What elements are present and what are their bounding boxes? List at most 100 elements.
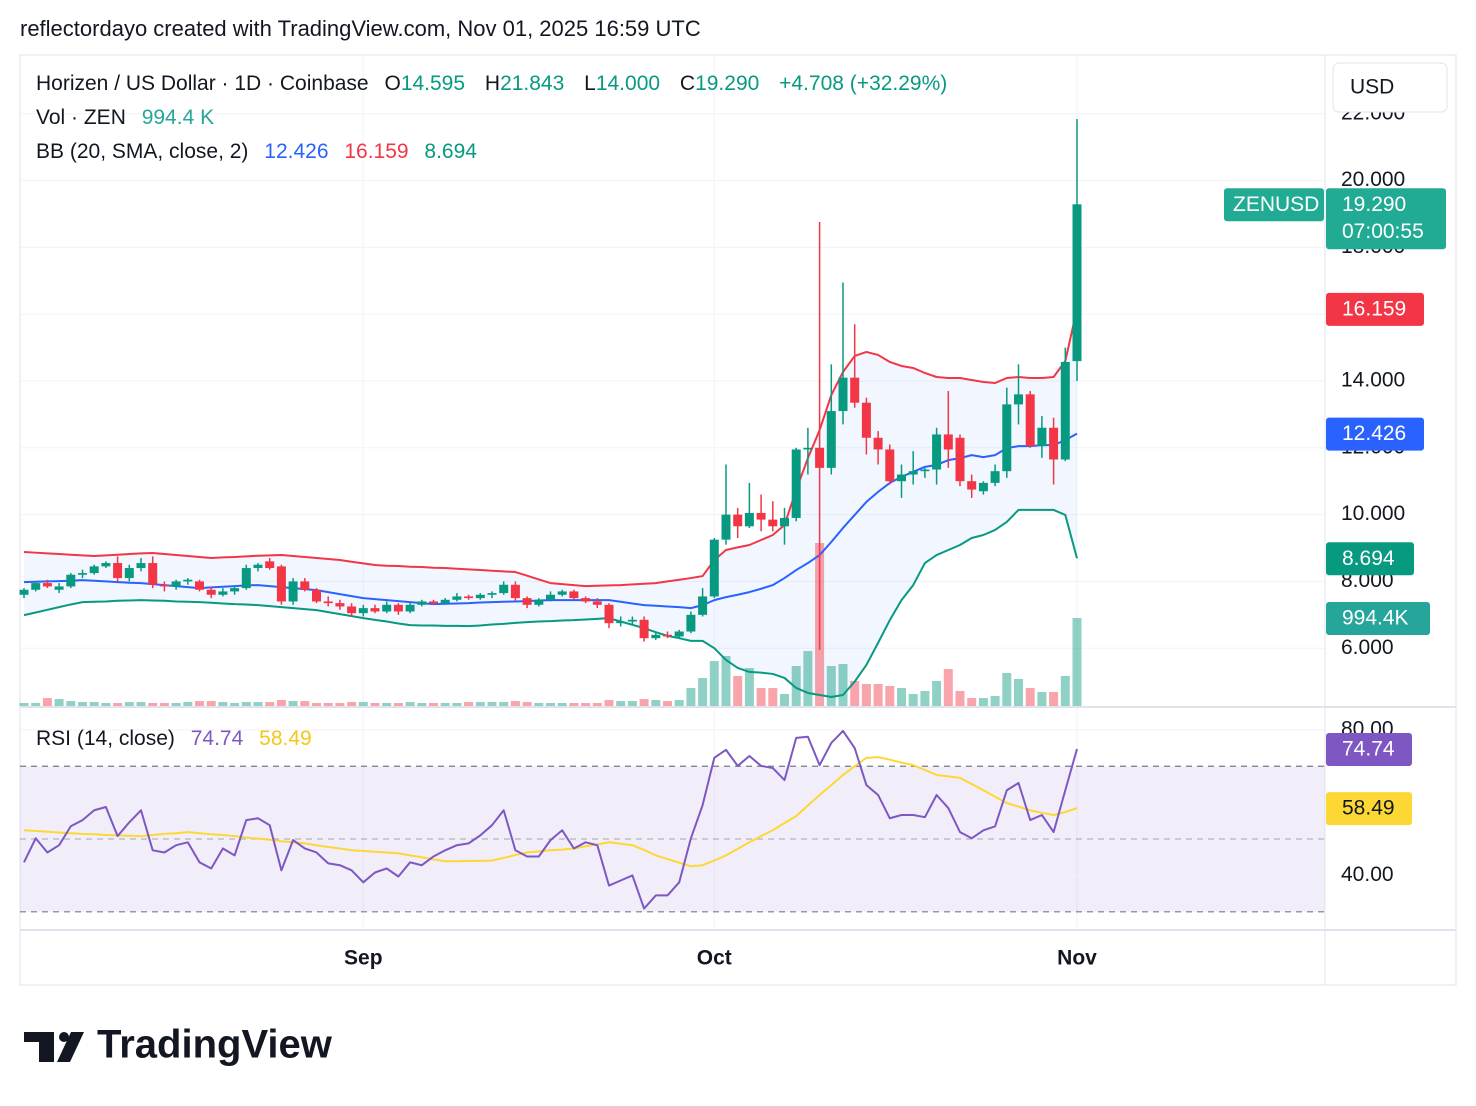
volume-bar bbox=[967, 698, 977, 706]
volume-bar bbox=[698, 678, 708, 706]
candle-body bbox=[323, 601, 333, 604]
logo-part bbox=[57, 1032, 84, 1062]
volume-bar bbox=[1072, 618, 1082, 706]
candle-body bbox=[276, 566, 286, 602]
volume-bar bbox=[604, 699, 614, 706]
volume-bar bbox=[546, 702, 555, 706]
legend-price: Horizen / US Dollar · 1D · Coinbase O14.… bbox=[36, 72, 951, 96]
candle-body bbox=[230, 588, 240, 592]
volume-bar bbox=[768, 688, 778, 706]
volume-bar bbox=[19, 702, 29, 706]
volume-bar bbox=[335, 702, 345, 706]
volume-bar bbox=[464, 702, 474, 706]
ohlc-value: 21.843 bbox=[500, 72, 565, 95]
candle-body bbox=[101, 563, 111, 567]
candle-body bbox=[639, 619, 649, 639]
candle-body bbox=[288, 581, 298, 602]
rsi-label: RSI (14, close) bbox=[36, 727, 175, 750]
rsi-tick-label: 40.00 bbox=[1341, 863, 1394, 886]
candle-body bbox=[253, 564, 263, 569]
candle-body bbox=[604, 604, 614, 624]
candle-body bbox=[897, 474, 906, 482]
ohlc-prefix: H bbox=[484, 72, 501, 95]
candle-body bbox=[66, 574, 76, 587]
x-tick-label: Sep bbox=[344, 947, 383, 970]
volume-bar bbox=[300, 701, 310, 706]
volume-bar bbox=[733, 676, 743, 706]
price-badge bbox=[1326, 542, 1414, 576]
candle-body bbox=[651, 634, 661, 639]
volume-bar bbox=[838, 663, 848, 706]
candle-body bbox=[534, 599, 544, 605]
volume-bar bbox=[312, 702, 321, 706]
volume-bar bbox=[1037, 692, 1047, 706]
badge-text: 994.4K bbox=[1342, 607, 1409, 630]
volume-bar bbox=[861, 683, 871, 706]
candle-body bbox=[136, 563, 146, 569]
ohlc: L14.000 bbox=[578, 72, 664, 95]
candle-body bbox=[405, 604, 415, 612]
volume-bar bbox=[241, 702, 251, 706]
ohlc-value: 19.290 bbox=[695, 72, 760, 95]
candle-body bbox=[522, 598, 532, 605]
volume-bar bbox=[522, 702, 532, 706]
candle-body bbox=[31, 583, 41, 590]
y-tick-label: 10.000 bbox=[1341, 502, 1405, 525]
candle-body bbox=[873, 437, 883, 450]
volume-bar bbox=[686, 688, 696, 706]
price-badge bbox=[1326, 292, 1424, 326]
volume-bar bbox=[288, 701, 298, 706]
volume-bar bbox=[31, 702, 41, 706]
volume-bar bbox=[218, 702, 228, 706]
candle-body bbox=[241, 568, 251, 589]
candle-body bbox=[206, 589, 216, 595]
volume-bar bbox=[230, 702, 240, 706]
rsi-value: 74.74 bbox=[190, 727, 244, 750]
volume-bar bbox=[452, 702, 462, 706]
candle-body bbox=[674, 631, 684, 637]
volume-bar bbox=[171, 702, 181, 706]
y-tick-label: 20.000 bbox=[1341, 168, 1405, 191]
currency-box bbox=[1332, 62, 1448, 113]
volume-label: Vol · ZEN bbox=[36, 106, 126, 129]
ohlc: O14.595 bbox=[378, 72, 469, 95]
price-badge bbox=[1326, 417, 1424, 451]
volume-bar bbox=[89, 702, 99, 706]
candle-body bbox=[546, 594, 555, 600]
rsi-ma-value: 58.49 bbox=[259, 727, 312, 750]
bb-lower-line bbox=[23, 508, 1078, 698]
candle-body bbox=[1014, 394, 1023, 405]
volume-bar bbox=[780, 693, 789, 706]
volume-bar bbox=[475, 702, 485, 706]
symbol-badge-text: ZENUSD bbox=[1233, 193, 1319, 216]
candle-body bbox=[861, 402, 871, 438]
candle-body bbox=[733, 514, 743, 527]
candle-body bbox=[838, 377, 848, 412]
candle-body bbox=[721, 514, 731, 540]
symbol-title: Horizen / US Dollar · 1D · Coinbase bbox=[36, 72, 369, 95]
volume-bar bbox=[791, 666, 801, 706]
volume-bar bbox=[347, 702, 357, 706]
volume-bar bbox=[487, 702, 497, 706]
candle-body bbox=[826, 411, 836, 468]
volume-bar bbox=[1002, 672, 1012, 706]
ohlc-value: 14.595 bbox=[400, 72, 466, 95]
symbol-badge bbox=[1224, 188, 1324, 222]
ohlc: C19.290 bbox=[674, 72, 763, 95]
candle-body bbox=[159, 584, 169, 587]
badge-text: 07:00:55 bbox=[1342, 220, 1424, 243]
candle-body bbox=[932, 434, 942, 470]
volume-value: 994.4 K bbox=[141, 106, 215, 129]
volume-bar bbox=[382, 702, 392, 706]
candle-body bbox=[382, 604, 392, 612]
candle-body bbox=[569, 591, 579, 599]
rsi-line bbox=[23, 729, 1078, 910]
volume-bar bbox=[417, 702, 427, 706]
volume-bar bbox=[721, 656, 731, 706]
candle-body bbox=[616, 621, 626, 624]
candle-body bbox=[803, 447, 813, 450]
volume-bar bbox=[370, 702, 380, 706]
logo-text: TradingView bbox=[97, 1023, 333, 1067]
volume-bar bbox=[873, 683, 883, 706]
